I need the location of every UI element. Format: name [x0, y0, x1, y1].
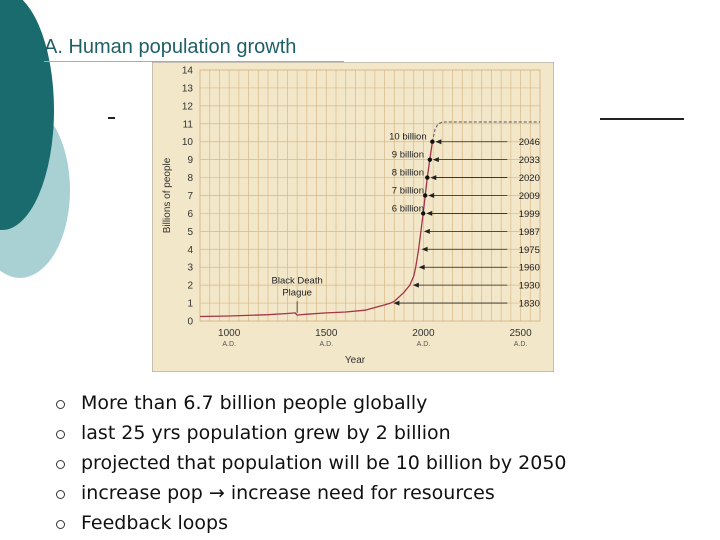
y-tick-label: 14: [182, 66, 194, 77]
milestone-arrowhead: [421, 246, 428, 252]
milestone-year-label: 1930: [519, 281, 540, 292]
y-tick-label: 7: [187, 191, 193, 202]
y-tick-label: 3: [187, 263, 193, 274]
milestone-year-label: 1830: [519, 299, 540, 310]
x-tick-label: 2000: [412, 328, 435, 339]
stray-dash: [108, 117, 115, 119]
bullet-circle-icon: [56, 429, 65, 439]
milestone-year-label: 2033: [519, 155, 540, 166]
x-tick-label: 2500: [509, 328, 532, 339]
milestone-year-label: 2009: [519, 191, 540, 202]
slide-decoration: [0, 0, 70, 278]
milestone-arrowhead: [412, 282, 419, 288]
bullet-circle-icon: [56, 489, 65, 499]
milestone-arrowhead: [393, 300, 400, 306]
black-death-annotation: Black Death: [272, 275, 323, 286]
milestone-arrowhead: [432, 157, 439, 163]
y-tick-label: 0: [187, 317, 193, 328]
milestone-arrowhead: [428, 193, 435, 198]
y-tick-label: 2: [187, 281, 193, 292]
milestone-arrowhead: [423, 228, 430, 234]
x-axis-label: Year: [345, 355, 366, 366]
chart-background: [152, 62, 554, 372]
y-tick-label: 8: [187, 173, 193, 184]
milestone-arrowhead: [426, 210, 433, 216]
slide-title: A. Human population growth: [44, 36, 297, 58]
black-death-annotation: Plague: [282, 287, 312, 298]
milestone-year-label: 1987: [519, 227, 540, 238]
billion-annotation: 6 billion: [392, 203, 424, 214]
milestone-point: [425, 175, 430, 180]
milestone-year-label: 1999: [519, 209, 540, 220]
milestone-point: [430, 139, 435, 144]
y-tick-label: 4: [187, 245, 193, 256]
billion-annotation: 9 billion: [392, 150, 424, 161]
y-tick-label: 1: [187, 299, 193, 310]
bullet-text: More than 6.7 billion people globally: [81, 392, 428, 414]
milestone-point: [422, 193, 428, 198]
decor-circle-dark: [0, 0, 54, 230]
milestone-year-label: 2020: [519, 173, 540, 184]
x-tick-sublabel: A.D.: [417, 341, 431, 348]
bullet-text: projected that population will be 10 bil…: [81, 452, 567, 474]
bullet-text: Feedback loops: [81, 512, 229, 534]
x-tick-label: 1500: [315, 328, 338, 339]
milestone-point: [427, 157, 433, 162]
bullet-item: increase pop → increase need for resourc…: [56, 478, 567, 508]
x-tick-sublabel: A.D.: [514, 341, 528, 348]
x-tick-sublabel: A.D.: [222, 341, 236, 348]
y-tick-label: 13: [182, 83, 194, 94]
y-tick-label: 5: [187, 227, 193, 238]
x-tick-sublabel: A.D.: [319, 341, 333, 348]
billion-annotation: 8 billion: [392, 168, 424, 179]
milestone-year-label: 1975: [519, 245, 540, 256]
milestone-year-label: 1960: [519, 263, 540, 274]
y-tick-label: 6: [187, 209, 193, 220]
bullet-item: More than 6.7 billion people globally: [56, 388, 567, 418]
bullet-item: projected that population will be 10 bil…: [56, 448, 567, 478]
bullet-circle-icon: [56, 399, 65, 409]
y-axis-label: Billions of people: [162, 157, 173, 233]
bullet-text: last 25 yrs population grew by 2 billion: [81, 422, 451, 444]
y-tick-label: 12: [182, 101, 194, 112]
projection-line: [431, 121, 540, 142]
bullet-text: increase pop → increase need for resourc…: [81, 482, 495, 504]
bullet-circle-icon: [56, 459, 65, 469]
bullet-item: Feedback loops: [56, 508, 567, 538]
milestone-arrowhead: [435, 139, 442, 145]
x-tick-label: 1000: [218, 328, 241, 339]
y-tick-label: 10: [182, 137, 194, 148]
milestone-point: [421, 211, 426, 216]
bullet-item: last 25 yrs population grew by 2 billion: [56, 418, 567, 448]
y-tick-label: 9: [187, 155, 193, 166]
milestone-arrowhead: [430, 175, 437, 181]
y-tick-label: 11: [183, 119, 194, 130]
bullet-circle-icon: [56, 519, 65, 529]
population-chart: 012345678910111213141000A.D.1500A.D.2000…: [152, 62, 554, 372]
billion-annotation: 10 billion: [389, 132, 427, 143]
milestone-arrowhead: [418, 264, 425, 270]
billion-annotation: 7 billion: [392, 186, 424, 197]
milestone-year-label: 2046: [519, 137, 540, 148]
bullet-list: More than 6.7 billion people globally la…: [56, 388, 567, 538]
stray-line: [600, 118, 684, 120]
